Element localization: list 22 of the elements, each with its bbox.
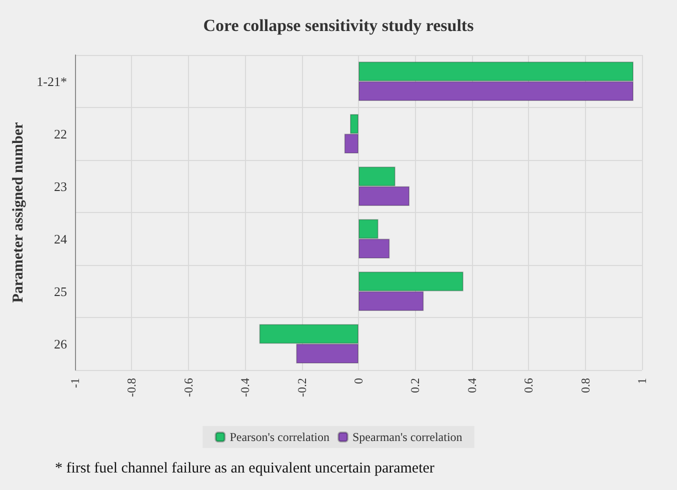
x-tick-label: -1: [68, 378, 82, 388]
text: * first fuel channel failure as an equivalent uncertain parameter: [55, 460, 434, 476]
y-tick-label: 24: [54, 231, 68, 246]
x-tick-label: 0.6: [522, 378, 536, 393]
legend-label: Spearman's correlation: [352, 430, 462, 444]
x-tick-label: -0.4: [238, 378, 252, 397]
chart-title: Core collapse sensitivity study results: [203, 16, 474, 35]
x-tick-label: 0.8: [578, 378, 592, 393]
y-tick-label: 1-21*: [36, 74, 67, 89]
legend-label: Pearson's correlation: [230, 430, 330, 444]
x-tick-label: 1: [635, 378, 649, 384]
x-tick-label: -0.8: [124, 378, 139, 397]
x-tick-label: 0.4: [464, 378, 479, 393]
y-tick-label: 23: [54, 178, 67, 194]
x-tick-label: 0: [352, 378, 366, 384]
y-axis-title: Parameter assigned number: [10, 122, 26, 303]
x-tick-label: -0.2: [294, 378, 309, 397]
y-tick-label: 26: [54, 336, 68, 352]
y-tick-label: 22: [54, 126, 67, 142]
x-tick-label: 0.2: [408, 378, 422, 393]
y-tick-label: 25: [54, 284, 67, 299]
x-tick-label: -0.6: [181, 378, 196, 397]
